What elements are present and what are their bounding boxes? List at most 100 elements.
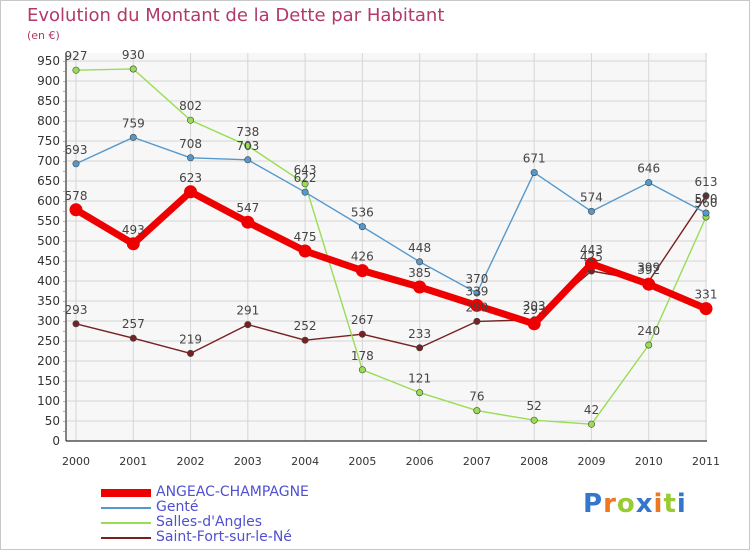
- data-label: 293: [523, 303, 546, 317]
- data-point: [241, 215, 255, 229]
- data-label: 703: [236, 139, 259, 153]
- data-label: 303: [523, 299, 546, 313]
- y-tick-label: 950: [37, 54, 60, 68]
- x-tick-label: 2011: [692, 455, 720, 468]
- legend-label: Salles-d'Angles: [156, 514, 263, 530]
- chart-subtitle: (en €): [27, 29, 60, 42]
- data-label: 622: [294, 171, 317, 185]
- logo-letter: o: [616, 489, 636, 519]
- data-label: 643: [294, 163, 317, 177]
- data-point: [702, 209, 710, 217]
- data-point: [69, 203, 83, 217]
- data-point: [187, 154, 195, 162]
- data-point: [301, 180, 309, 188]
- series-line-1: [75, 136, 707, 294]
- data-label: 121: [408, 372, 431, 386]
- data-point: [358, 223, 366, 231]
- data-label: 547: [236, 201, 259, 215]
- legend-swatch: [101, 537, 151, 539]
- logo-letter: t: [663, 489, 677, 519]
- data-point: [301, 188, 309, 196]
- data-point: [298, 244, 312, 258]
- y-tick-label: 700: [37, 154, 60, 168]
- series-line-0: [74, 188, 708, 328]
- data-point: [72, 160, 80, 168]
- data-point: [244, 321, 252, 329]
- logo-letter: r: [603, 489, 617, 519]
- y-tick-label: 400: [37, 274, 60, 288]
- x-tick-label: 2002: [177, 455, 205, 468]
- data-label: 257: [122, 317, 145, 331]
- data-point: [473, 407, 481, 415]
- y-tick-label: 250: [37, 334, 60, 348]
- y-tick-label: 450: [37, 254, 60, 268]
- data-label: 291: [236, 304, 259, 318]
- data-point: [473, 289, 481, 297]
- data-label: 574: [580, 190, 603, 204]
- data-point: [187, 349, 195, 357]
- data-label: 385: [408, 266, 431, 280]
- data-label: 370: [465, 272, 488, 286]
- data-point: [184, 185, 198, 199]
- data-label: 233: [408, 327, 431, 341]
- data-label: 693: [65, 143, 88, 157]
- data-label: 219: [179, 332, 202, 346]
- data-label: 578: [65, 189, 88, 203]
- data-point: [301, 336, 309, 344]
- y-tick-label: 550: [37, 214, 60, 228]
- legend-label: Genté: [156, 499, 199, 515]
- data-label: 536: [351, 206, 374, 220]
- data-point: [699, 302, 713, 316]
- legend-swatch: [101, 489, 151, 497]
- data-point: [642, 277, 656, 291]
- data-label: 339: [465, 284, 488, 298]
- data-label: 293: [65, 303, 88, 317]
- y-tick-label: 850: [37, 94, 60, 108]
- data-label: 930: [122, 48, 145, 62]
- data-label: 927: [65, 49, 88, 63]
- data-point: [587, 207, 595, 215]
- data-point: [358, 330, 366, 338]
- plot-area: [66, 53, 707, 441]
- logo-letter: i: [676, 489, 687, 519]
- data-label: 738: [236, 125, 259, 139]
- data-point: [129, 133, 137, 141]
- y-tick-label: 100: [37, 394, 60, 408]
- y-tick-label: 500: [37, 234, 60, 248]
- data-point: [126, 237, 140, 251]
- data-point: [702, 192, 710, 200]
- data-label: 443: [580, 243, 603, 257]
- x-tick-label: 2001: [119, 455, 147, 468]
- data-label: 267: [351, 313, 374, 327]
- data-point: [413, 280, 427, 294]
- y-tick-label: 350: [37, 294, 60, 308]
- data-label: 252: [294, 319, 317, 333]
- series-line-3: [75, 195, 707, 355]
- data-label: 475: [294, 230, 317, 244]
- data-point: [530, 416, 538, 424]
- legend-label: ANGEAC-CHAMPAGNE: [156, 484, 309, 500]
- x-tick-label: 2006: [406, 455, 434, 468]
- data-point: [72, 320, 80, 328]
- series-line-2: [75, 68, 707, 425]
- x-tick-label: 2007: [463, 455, 491, 468]
- data-label: 613: [695, 175, 718, 189]
- data-label: 425: [580, 250, 603, 264]
- data-label: 493: [122, 223, 145, 237]
- proxiti-logo: Proxiti: [583, 489, 687, 519]
- x-tick-label: 2009: [577, 455, 605, 468]
- data-point: [416, 389, 424, 397]
- data-label: 802: [179, 99, 202, 113]
- data-point: [416, 258, 424, 266]
- data-point: [470, 298, 484, 312]
- data-point: [587, 420, 595, 428]
- x-tick-label: 2008: [520, 455, 548, 468]
- data-point: [530, 169, 538, 177]
- data-point: [584, 257, 598, 271]
- data-point: [358, 366, 366, 374]
- data-point: [355, 264, 369, 278]
- data-label: 426: [351, 250, 374, 264]
- y-tick-label: 600: [37, 194, 60, 208]
